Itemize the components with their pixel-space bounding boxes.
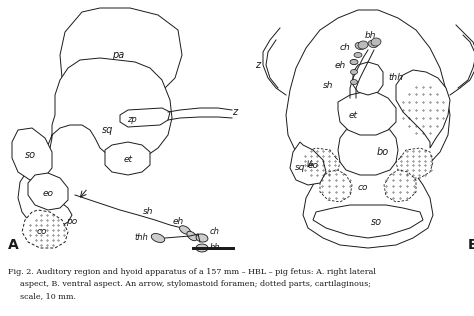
Text: thh: thh xyxy=(134,234,148,242)
Polygon shape xyxy=(338,125,398,175)
Text: aspect, B. ventral aspect. An arrow, stylomastoid foramen; dotted parts, cartila: aspect, B. ventral aspect. An arrow, sty… xyxy=(20,280,371,288)
Text: eh: eh xyxy=(335,60,346,70)
Text: scale, 10 mm.: scale, 10 mm. xyxy=(20,292,76,300)
Ellipse shape xyxy=(196,244,208,252)
Text: so: so xyxy=(25,150,36,160)
Polygon shape xyxy=(18,58,172,230)
Polygon shape xyxy=(303,148,340,178)
Ellipse shape xyxy=(350,80,357,84)
Text: ch: ch xyxy=(339,44,350,52)
Text: co: co xyxy=(37,228,47,236)
Polygon shape xyxy=(396,148,433,178)
Ellipse shape xyxy=(180,226,191,234)
Polygon shape xyxy=(120,108,170,127)
Text: zp: zp xyxy=(127,116,137,125)
Polygon shape xyxy=(384,170,416,202)
Ellipse shape xyxy=(196,234,208,242)
Text: eh: eh xyxy=(173,217,183,227)
Text: et: et xyxy=(124,155,133,165)
Text: z: z xyxy=(232,107,237,117)
Text: et: et xyxy=(348,111,357,119)
Text: pa: pa xyxy=(112,50,124,60)
Ellipse shape xyxy=(350,59,358,64)
Ellipse shape xyxy=(355,42,365,50)
Ellipse shape xyxy=(358,41,368,49)
Polygon shape xyxy=(338,92,396,135)
Ellipse shape xyxy=(350,70,357,75)
Text: bh: bh xyxy=(364,31,376,40)
Polygon shape xyxy=(353,62,383,95)
Text: B: B xyxy=(468,238,474,252)
Text: Fig. 2. Auditory region and hyoid apparatus of a 157 mm – HBL – pig fetus: A. ri: Fig. 2. Auditory region and hyoid appara… xyxy=(8,268,376,276)
Polygon shape xyxy=(320,170,352,202)
Text: co: co xyxy=(358,184,368,192)
Ellipse shape xyxy=(350,59,357,64)
Text: so: so xyxy=(371,217,382,227)
Polygon shape xyxy=(105,142,150,175)
Text: A: A xyxy=(8,238,19,252)
Ellipse shape xyxy=(187,231,197,241)
Text: eo: eo xyxy=(308,161,319,169)
Text: eo: eo xyxy=(43,189,54,198)
Ellipse shape xyxy=(151,234,165,242)
Text: sq: sq xyxy=(295,163,305,173)
Ellipse shape xyxy=(371,38,381,46)
Polygon shape xyxy=(286,10,450,248)
Text: bo: bo xyxy=(377,147,389,157)
Polygon shape xyxy=(12,128,52,180)
Polygon shape xyxy=(60,8,182,108)
Polygon shape xyxy=(28,173,68,210)
Ellipse shape xyxy=(368,40,378,48)
Text: sh: sh xyxy=(322,81,333,89)
Text: sh: sh xyxy=(143,208,153,216)
Polygon shape xyxy=(396,70,450,148)
Text: ch: ch xyxy=(210,228,220,236)
Polygon shape xyxy=(22,210,68,248)
Polygon shape xyxy=(290,142,326,185)
Text: po: po xyxy=(66,217,78,227)
Polygon shape xyxy=(313,205,423,238)
Text: thh: thh xyxy=(388,74,403,82)
Text: z: z xyxy=(255,60,260,70)
Ellipse shape xyxy=(354,52,362,58)
Text: bh: bh xyxy=(210,244,220,252)
Text: sq: sq xyxy=(102,125,114,135)
